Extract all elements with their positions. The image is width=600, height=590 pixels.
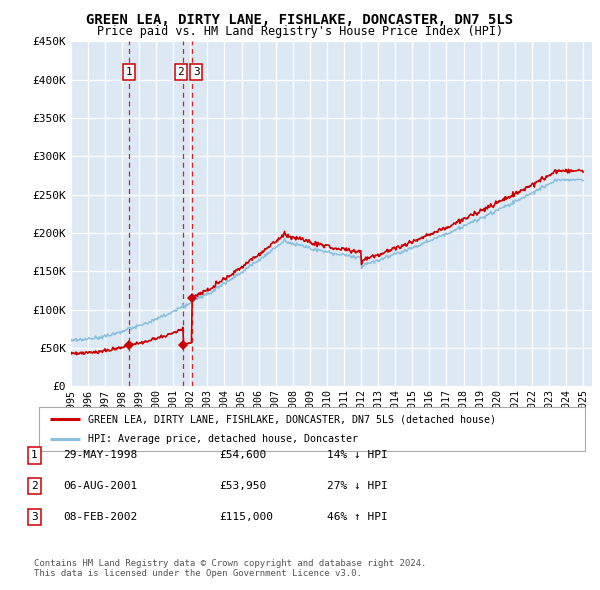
Text: 1: 1 — [31, 451, 38, 460]
Text: £53,950: £53,950 — [219, 481, 266, 491]
Text: £54,600: £54,600 — [219, 451, 266, 460]
Text: Price paid vs. HM Land Registry's House Price Index (HPI): Price paid vs. HM Land Registry's House … — [97, 25, 503, 38]
Text: 08-FEB-2002: 08-FEB-2002 — [63, 512, 137, 522]
Text: 3: 3 — [193, 67, 200, 77]
Text: 2: 2 — [31, 481, 38, 491]
Text: Contains HM Land Registry data © Crown copyright and database right 2024.
This d: Contains HM Land Registry data © Crown c… — [34, 559, 427, 578]
Text: GREEN LEA, DIRTY LANE, FISHLAKE, DONCASTER, DN7 5LS (detached house): GREEN LEA, DIRTY LANE, FISHLAKE, DONCAST… — [88, 414, 496, 424]
Text: 3: 3 — [31, 512, 38, 522]
Text: 46% ↑ HPI: 46% ↑ HPI — [327, 512, 388, 522]
Text: 14% ↓ HPI: 14% ↓ HPI — [327, 451, 388, 460]
Text: GREEN LEA, DIRTY LANE, FISHLAKE, DONCASTER, DN7 5LS: GREEN LEA, DIRTY LANE, FISHLAKE, DONCAST… — [86, 13, 514, 27]
Text: 2: 2 — [178, 67, 184, 77]
Text: 06-AUG-2001: 06-AUG-2001 — [63, 481, 137, 491]
Text: £115,000: £115,000 — [219, 512, 273, 522]
Text: 29-MAY-1998: 29-MAY-1998 — [63, 451, 137, 460]
Text: 1: 1 — [125, 67, 133, 77]
Text: HPI: Average price, detached house, Doncaster: HPI: Average price, detached house, Donc… — [88, 434, 358, 444]
Text: 27% ↓ HPI: 27% ↓ HPI — [327, 481, 388, 491]
